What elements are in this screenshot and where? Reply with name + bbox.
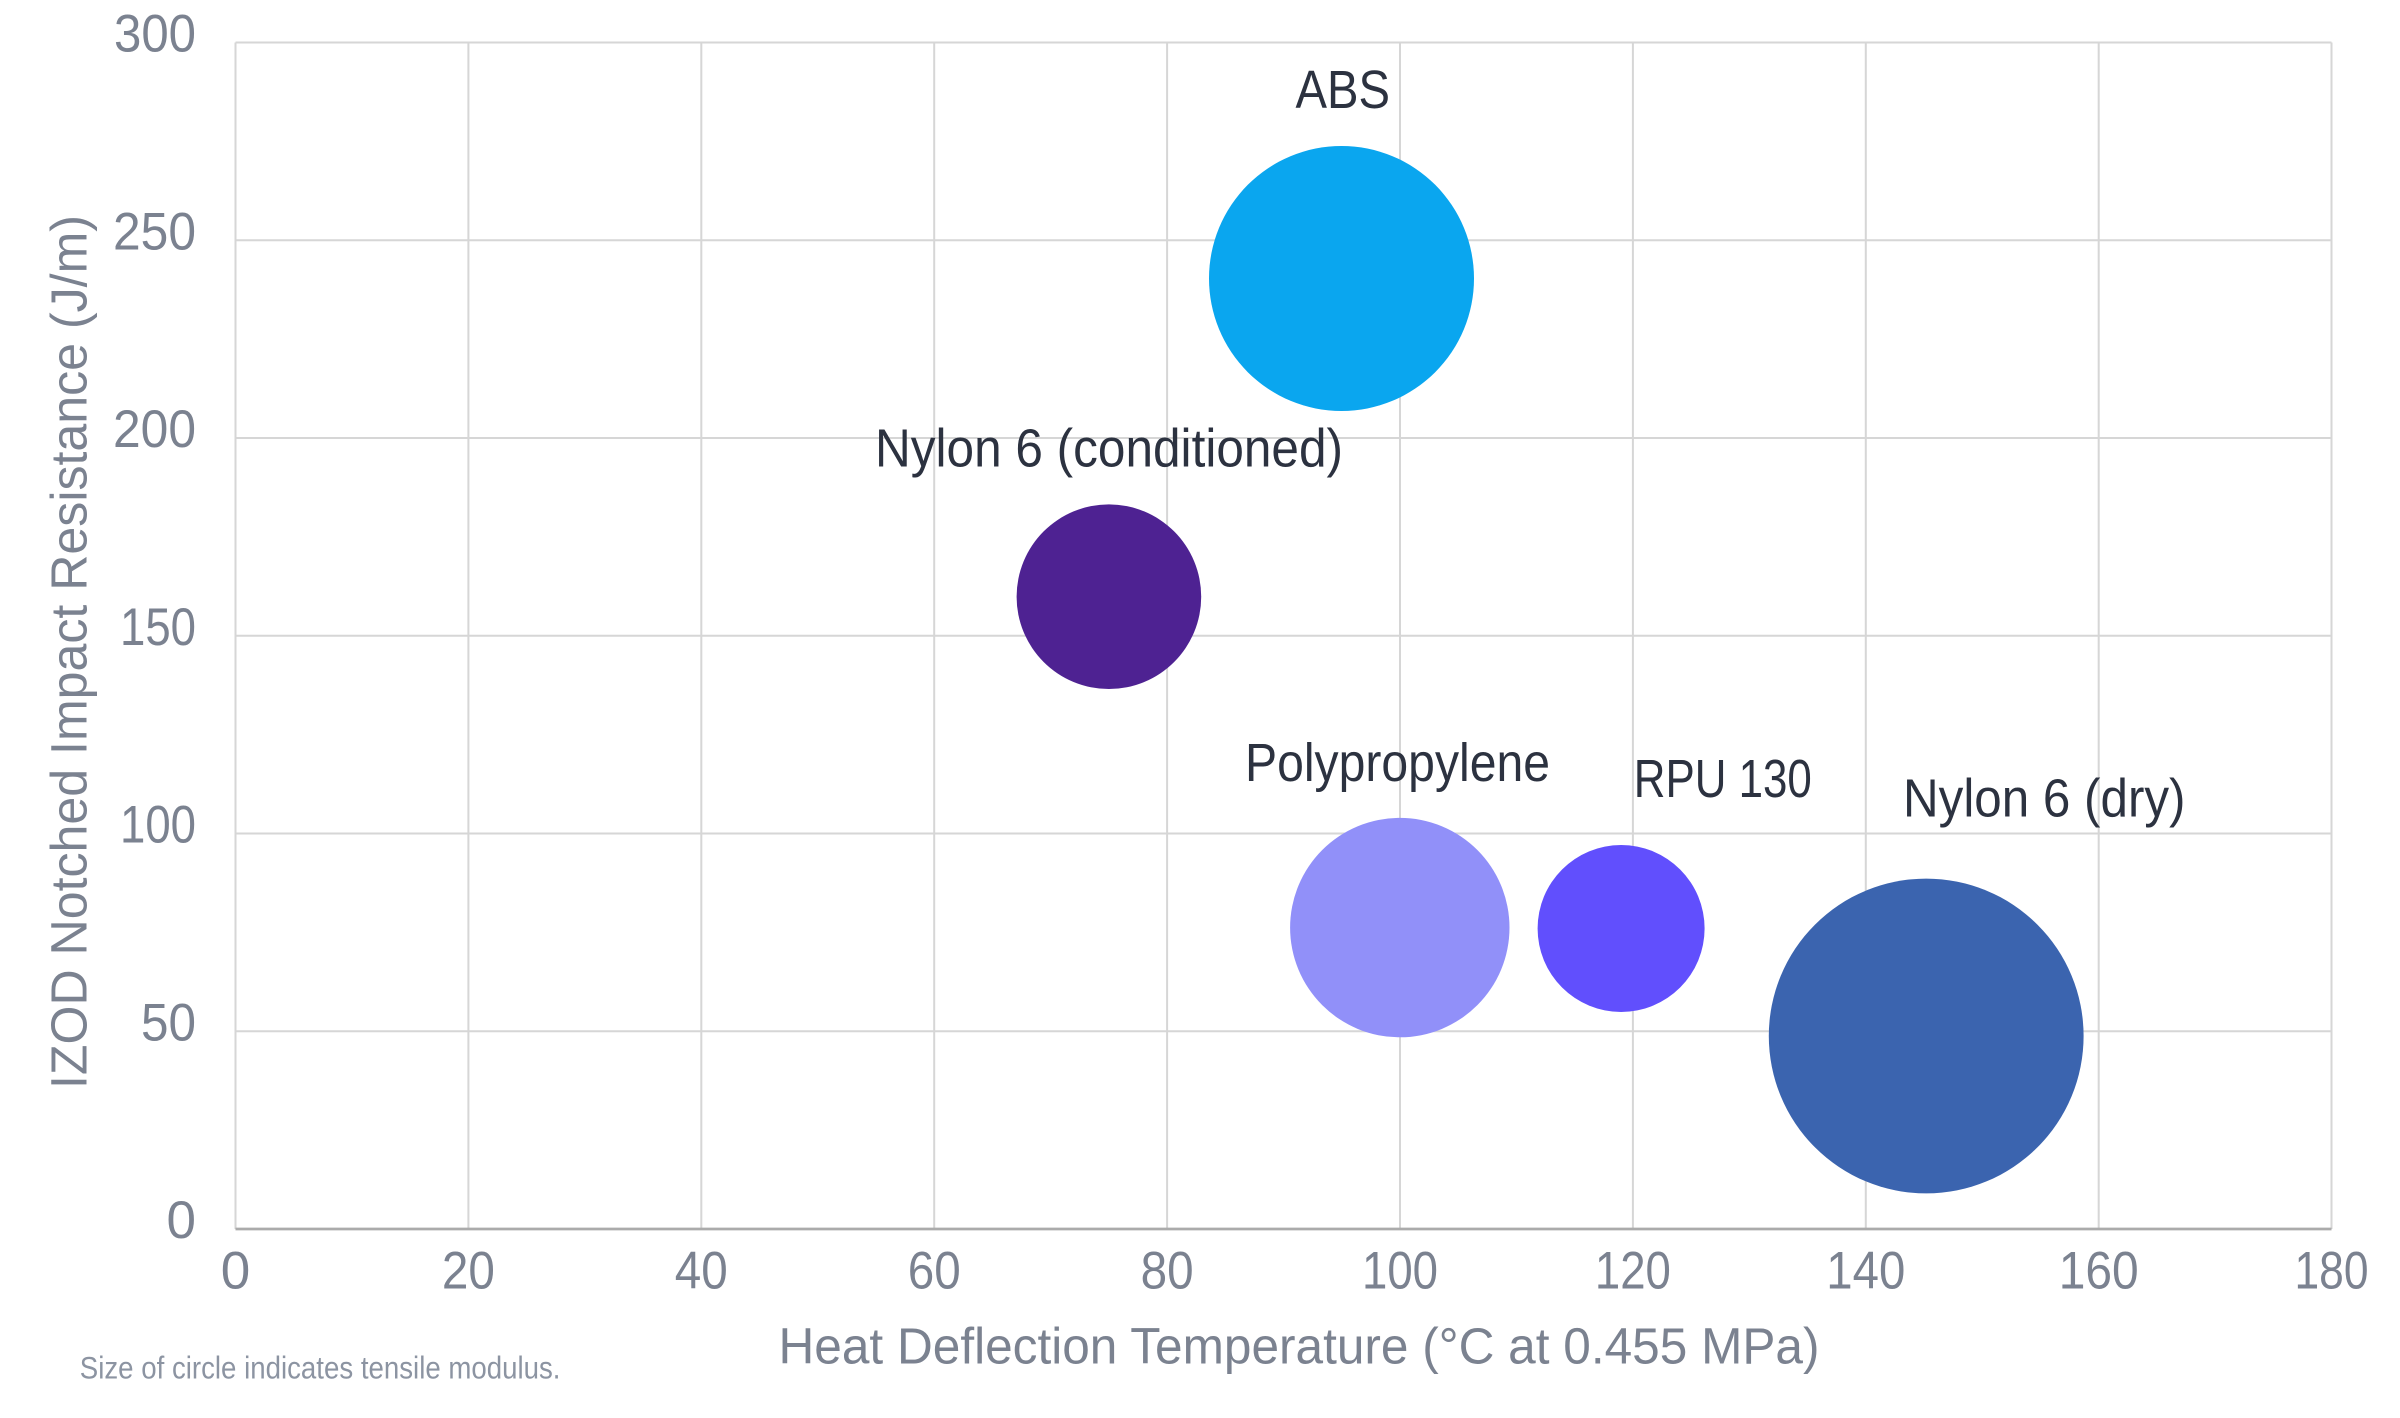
svg-text:Size of circle indicates tensi: Size of circle indicates tensile modulus… — [80, 1350, 561, 1386]
svg-text:120: 120 — [1595, 1242, 1671, 1301]
svg-text:60: 60 — [908, 1242, 961, 1301]
svg-text:150: 150 — [120, 598, 196, 657]
svg-text:250: 250 — [113, 203, 196, 262]
svg-text:Heat Deflection Temperature (°: Heat Deflection Temperature (°C at 0.455… — [779, 1318, 1820, 1375]
svg-text:50: 50 — [141, 994, 196, 1053]
svg-text:140: 140 — [1826, 1242, 1905, 1301]
svg-text:Nylon 6 (dry): Nylon 6 (dry) — [1903, 768, 2186, 828]
svg-text:Polypropylene: Polypropylene — [1245, 733, 1550, 793]
svg-text:100: 100 — [120, 796, 196, 855]
svg-text:Nylon 6 (conditioned): Nylon 6 (conditioned) — [875, 418, 1343, 478]
svg-text:0: 0 — [221, 1242, 250, 1301]
svg-text:0: 0 — [167, 1191, 196, 1250]
svg-text:ABS: ABS — [1296, 60, 1391, 120]
svg-text:180: 180 — [2295, 1242, 2369, 1301]
svg-text:200: 200 — [113, 400, 196, 459]
svg-text:300: 300 — [114, 5, 196, 64]
svg-text:160: 160 — [2059, 1242, 2139, 1301]
svg-text:80: 80 — [1141, 1242, 1194, 1301]
svg-text:IZOD Notched Impact Resistance: IZOD Notched Impact Resistance (J/m) — [41, 215, 98, 1089]
svg-text:20: 20 — [442, 1242, 495, 1301]
svg-text:100: 100 — [1362, 1242, 1438, 1301]
svg-text:40: 40 — [675, 1242, 728, 1301]
svg-text:RPU 130: RPU 130 — [1634, 749, 1812, 809]
